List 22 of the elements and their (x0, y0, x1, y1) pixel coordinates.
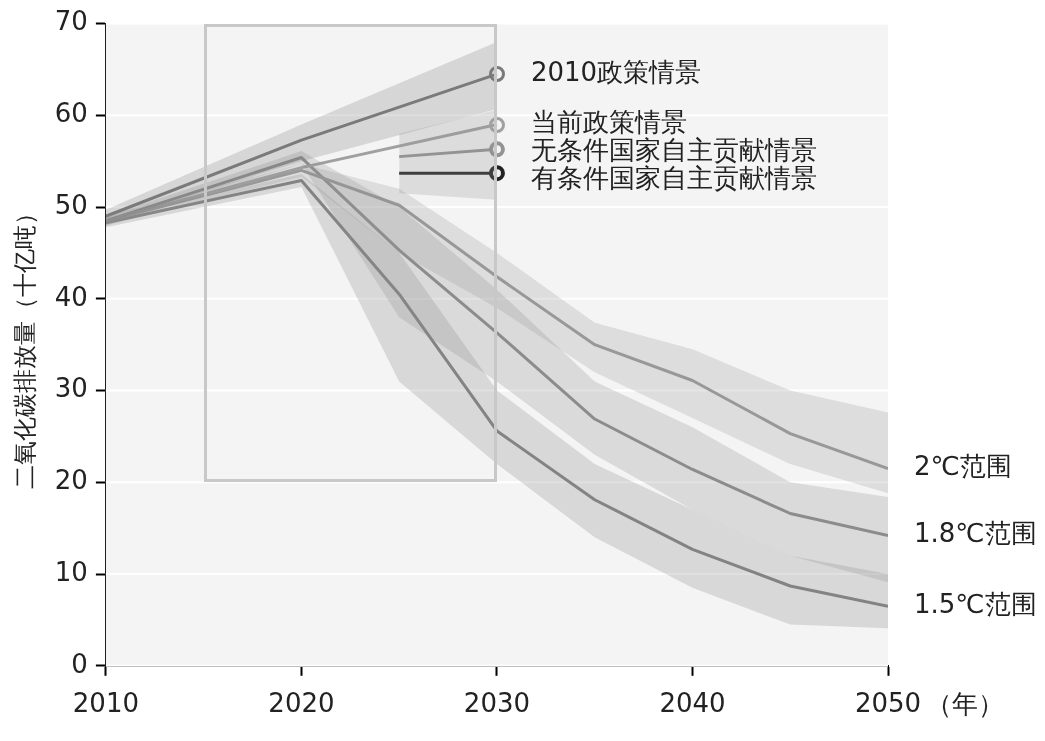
y-tick-label: 30 (54, 373, 88, 404)
x-tick-label: 2050 (854, 688, 922, 719)
y-tick-label: 20 (54, 465, 88, 496)
x-tick-label: 2030 (463, 688, 531, 719)
x-tick-label: 2020 (268, 688, 335, 719)
y-tick-label: 40 (54, 281, 88, 312)
y-tick-label: 70 (54, 6, 88, 37)
x-tick-label: 2040 (659, 688, 726, 719)
series-label: 2℃范围 (914, 451, 1012, 482)
series-label: 2010政策情景 (530, 56, 702, 87)
y-tick-label: 60 (54, 98, 88, 129)
y-tick-label: 50 (54, 189, 88, 220)
series-label: 1.5℃范围 (914, 588, 1037, 619)
y-tick-label: 0 (71, 648, 88, 679)
y-tick-label: 10 (54, 556, 88, 587)
y-axis-title: 二氧化碳排放量（十亿吨） (10, 200, 39, 489)
series-label: 无条件国家自主贡献情景 (530, 135, 817, 166)
series-label: 当前政策情景 (530, 107, 687, 138)
series-label: 有条件国家自主贡献情景 (530, 163, 817, 194)
x-tick-label: 2010 (72, 688, 139, 719)
series-label: 1.8℃范围 (914, 518, 1037, 549)
x-axis-title: （年） (926, 688, 1004, 719)
